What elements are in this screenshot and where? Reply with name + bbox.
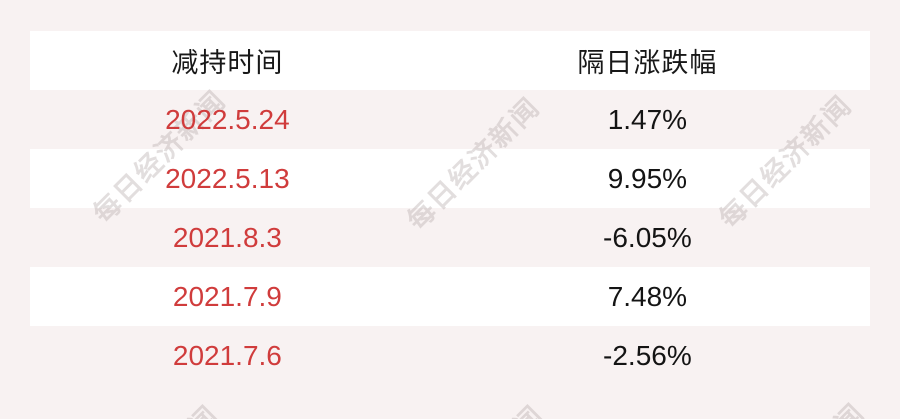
watermark-text: 每日经济新闻 [722,393,873,419]
table-row: 2022.5.13 9.95% [30,149,870,208]
reduction-date-cell: 2021.7.9 [172,280,282,312]
reduction-date-cell: 2022.5.24 [165,103,290,135]
reduction-date-cell: 2022.5.13 [165,162,290,194]
table-row: 2022.5.24 1.47% [30,90,870,149]
table-header-row: 减持时间 隔日涨跌幅 [30,31,870,90]
change-percent-cell: 1.47% [607,103,688,135]
column-header-next-day-change: 隔日涨跌幅 [577,48,718,78]
reduction-date-cell: 2021.7.6 [172,339,282,371]
reduction-date-cell: 2021.8.3 [172,221,282,253]
change-percent-cell: -6.05% [603,221,692,253]
reduction-table: 减持时间 隔日涨跌幅 2022.5.24 1.47% 2022.5.13 9.9… [30,31,870,385]
table-row: 2021.8.3 -6.05% [30,208,870,267]
change-percent-cell: 7.48% [607,280,688,312]
table-row: 2021.7.6 -2.56% [30,326,870,385]
change-percent-cell: -2.56% [603,339,692,371]
column-header-reduction-time: 减持时间 [171,48,284,78]
table-row: 2021.7.9 7.48% [30,267,870,326]
change-percent-cell: 9.95% [607,162,688,194]
watermark-text: 每日经济新闻 [401,395,552,419]
watermark-text: 每日经济新闻 [76,395,227,419]
